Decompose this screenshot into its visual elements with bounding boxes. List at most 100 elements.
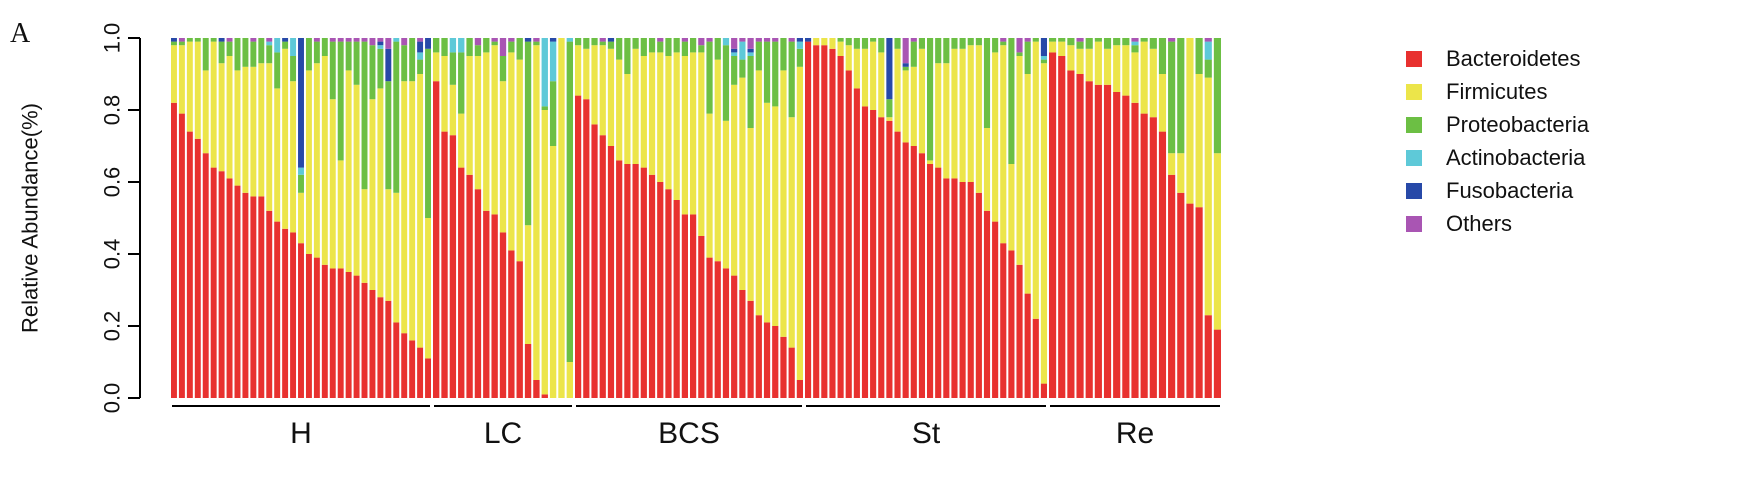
bar-segment-actinobacteria (541, 38, 548, 107)
bar-segment-proteobacteria (632, 38, 639, 49)
bar-segment-bacteroidetes (474, 189, 482, 398)
bar-segment-firmicutes (1140, 41, 1148, 114)
bar-segment-others (337, 38, 344, 42)
bar-segment-proteobacteria (524, 41, 532, 226)
bar-segment-others (747, 38, 754, 49)
bar-segment-bacteroidetes (624, 164, 631, 398)
bar-segment-others (491, 38, 498, 42)
bar-segment-bacteroidetes (449, 135, 457, 398)
bar-segment-bacteroidetes (1140, 113, 1148, 398)
bar-segment-proteobacteria (466, 38, 473, 56)
bar-segment-bacteroidetes (821, 45, 828, 398)
bar-segment-bacteroidetes (975, 192, 982, 398)
bar-segment-firmicutes (533, 45, 540, 380)
bar-segment-firmicutes (210, 41, 217, 168)
bar-segment-proteobacteria (1067, 38, 1075, 46)
bar-segment-proteobacteria (417, 59, 424, 74)
bar-segment-bacteroidetes (1016, 264, 1023, 398)
bar-segment-actinobacteria (1131, 41, 1139, 46)
bar-segment-firmicutes (624, 74, 631, 164)
bar-segment-proteobacteria (935, 38, 942, 64)
bar-segment-firmicutes (491, 45, 498, 215)
bar-segment-firmicutes (549, 146, 557, 398)
bar-segment-bacteroidetes (943, 178, 950, 398)
bar-segment-bacteroidetes (813, 45, 820, 398)
bar-segment-bacteroidetes (258, 196, 265, 398)
bar-segment-bacteroidetes (466, 174, 473, 398)
bar-segment-others (1016, 38, 1023, 53)
bar-segment-proteobacteria (541, 106, 548, 110)
bar-segment-proteobacteria (491, 41, 498, 46)
bar-segment-bacteroidetes (1131, 102, 1139, 399)
bar-segment-proteobacteria (763, 41, 771, 103)
bar-segment-firmicutes (258, 63, 265, 197)
legend-swatch (1406, 182, 1422, 199)
bar-segment-bacteroidetes (648, 174, 656, 398)
bar-segment-proteobacteria (796, 48, 803, 67)
bar-segment-bacteroidetes (575, 95, 582, 398)
bar-segment-firmicutes (772, 106, 779, 327)
bar-segment-actinobacteria (393, 38, 400, 42)
bar-segment-firmicutes (910, 66, 917, 146)
bar-segment-bacteroidetes (499, 232, 507, 398)
bar-segment-proteobacteria (186, 38, 193, 42)
bar-segment-bacteroidetes (337, 268, 344, 398)
bar-segment-proteobacteria (258, 38, 265, 64)
bar-segment-bacteroidetes (763, 322, 771, 398)
bar-segment-bacteroidetes (845, 70, 852, 399)
bar-segment-firmicutes (632, 48, 639, 164)
bar-segment-firmicutes (763, 102, 771, 323)
y-axis-label: Relative Abundance(%) (18, 103, 43, 333)
legend-label: Firmicutes (1446, 78, 1548, 104)
bar-segment-firmicutes (499, 81, 507, 233)
bar-segment-proteobacteria (698, 45, 705, 53)
bar-segment-bacteroidetes (870, 110, 877, 398)
bar-segment-firmicutes (1204, 77, 1212, 316)
legend-label: Others (1446, 210, 1513, 236)
legend-item: Fusobacteria (1406, 174, 1589, 207)
bar-segment-proteobacteria (575, 38, 582, 46)
bar-segment-others (499, 38, 507, 56)
bar-segment-bacteroidetes (186, 131, 193, 398)
bar-segment-proteobacteria (1113, 38, 1121, 46)
group-label: St (912, 417, 941, 450)
bar-segment-firmicutes (1094, 41, 1102, 85)
bar-segment-fusobacteria (171, 38, 177, 42)
bar-segment-bacteroidetes (491, 214, 498, 398)
bar-segment-firmicutes (234, 70, 241, 186)
bar-segment-firmicutes (894, 48, 901, 132)
bar-segment-proteobacteria (739, 59, 746, 78)
bar-segment-others (1131, 38, 1139, 42)
bar-segment-actinobacteria (290, 38, 297, 56)
bar-segment-bacteroidetes (886, 120, 893, 399)
bar-segment-bacteroidetes (959, 182, 966, 398)
bar-segment-others (1024, 38, 1031, 42)
bar-segment-bacteroidetes (313, 257, 320, 398)
bar-segment-firmicutes (524, 225, 532, 344)
bar-segment-bacteroidetes (805, 41, 812, 398)
bar-segment-proteobacteria (385, 81, 392, 190)
bar-segment-bacteroidetes (226, 178, 233, 398)
bar-segment-proteobacteria (918, 38, 925, 49)
bar-segment-firmicutes (1168, 153, 1176, 175)
bar-segment-bacteroidetes (967, 182, 974, 398)
bar-segment-firmicutes (417, 74, 424, 348)
group-lc (433, 38, 573, 398)
bar-segment-firmicutes (516, 59, 523, 262)
legend-item: Firmicutes (1406, 75, 1589, 108)
bar-segment-bacteroidetes (1058, 56, 1066, 398)
bar-segment-fusobacteria (377, 41, 384, 46)
bar-segment-firmicutes (337, 160, 344, 269)
bar-segment-firmicutes (290, 81, 297, 233)
bar-segment-fusobacteria (385, 48, 392, 82)
bar-segment-firmicutes (975, 45, 982, 193)
bar-segment-firmicutes (385, 189, 392, 301)
bar-segment-bacteroidetes (918, 153, 925, 398)
bar-segment-fusobacteria (747, 48, 754, 53)
bar-segment-bacteroidetes (796, 380, 803, 398)
bar-segment-bacteroidetes (1024, 293, 1031, 398)
bar-segment-proteobacteria (1103, 38, 1112, 49)
bar-segment-proteobacteria (242, 38, 249, 67)
bar-segment-firmicutes (673, 52, 680, 201)
